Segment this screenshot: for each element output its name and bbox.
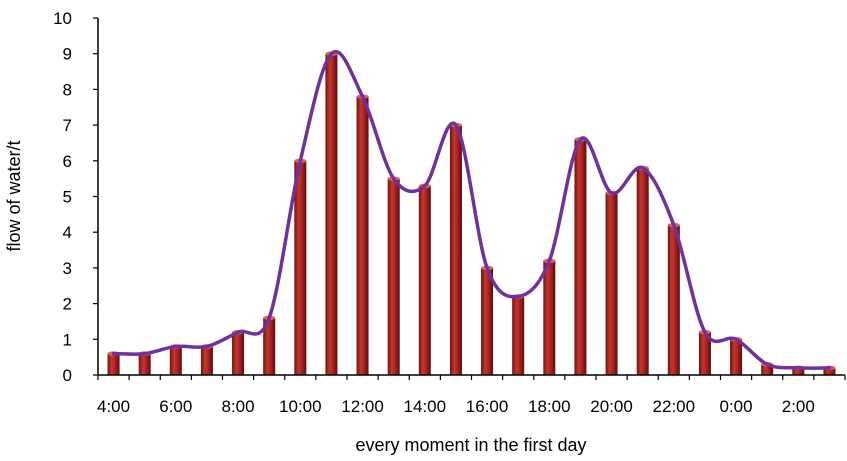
x-tick-label: 8:00 (222, 397, 255, 416)
x-tick-label: 16:00 (466, 397, 509, 416)
bar (481, 265, 494, 375)
x-tick-label: 0:00 (720, 397, 753, 416)
bar-body (325, 53, 338, 375)
y-tick-label: 4 (63, 223, 72, 242)
bar (294, 158, 307, 375)
bar (387, 176, 400, 375)
y-tick-label: 3 (63, 259, 72, 278)
bar (200, 344, 213, 375)
y-tick-label: 1 (63, 330, 72, 349)
y-tick-label: 5 (63, 188, 72, 207)
trend-curve-series (111, 49, 832, 370)
x-tick-label: 18:00 (528, 397, 571, 416)
bar (263, 315, 276, 375)
bar-body (481, 267, 494, 375)
x-tick-label: 22:00 (653, 397, 696, 416)
y-axis-ticks: 0 1 2 3 4 5 6 7 8 9 10 (53, 9, 98, 385)
y-axis-title: flow of water/t (4, 140, 24, 251)
bar (512, 294, 525, 375)
bar-body (761, 364, 774, 375)
y-tick-label: 6 (63, 152, 72, 171)
x-tick-label: 12:00 (341, 397, 384, 416)
bar-body (823, 367, 836, 375)
y-tick-label: 7 (63, 116, 72, 135)
bar-body (200, 346, 213, 375)
x-tick-label: 10:00 (279, 397, 322, 416)
bar (232, 329, 245, 375)
bar-body (698, 332, 711, 375)
bar-series (107, 51, 836, 375)
bar-body (356, 96, 369, 375)
x-tick-label: 6:00 (159, 397, 192, 416)
bar-body (449, 125, 462, 375)
bar-body (138, 353, 151, 375)
bar-body (294, 160, 307, 375)
y-tick-label: 10 (53, 9, 72, 28)
bar (543, 258, 556, 375)
bar (418, 183, 431, 375)
bar-body (543, 260, 556, 375)
y-tick-label: 9 (63, 45, 72, 64)
bar (667, 222, 680, 375)
bar-body (605, 192, 618, 375)
bar-body (418, 185, 431, 375)
bar (574, 137, 587, 375)
x-tick-label: 4:00 (97, 397, 130, 416)
bar-body (512, 296, 525, 375)
bar (605, 190, 618, 375)
y-tick-label: 2 (63, 295, 72, 314)
trend-curve (111, 49, 832, 370)
x-axis-title: every moment in the first day (355, 435, 586, 455)
bar (356, 94, 369, 375)
bar (325, 51, 338, 375)
bar-body (263, 317, 276, 375)
y-tick-label: 8 (63, 80, 72, 99)
bar (449, 122, 462, 375)
bar-body (232, 332, 245, 375)
x-axis-ticks: 4:00 6:00 8:00 10:00 12:00 14:00 16:00 18:00 20:… (97, 375, 846, 416)
bar-body (730, 339, 743, 375)
bar-body (169, 346, 182, 375)
bar-body (636, 167, 649, 375)
bar-body (792, 367, 805, 375)
bar-body (667, 225, 680, 375)
bar-body (387, 178, 400, 375)
bar (636, 165, 649, 375)
bar-body (107, 353, 120, 375)
x-tick-label: 14:00 (404, 397, 447, 416)
y-tick-label: 0 (63, 366, 72, 385)
bar-body (574, 139, 587, 375)
x-tick-label: 20:00 (590, 397, 633, 416)
x-tick-label: 2:00 (782, 397, 815, 416)
